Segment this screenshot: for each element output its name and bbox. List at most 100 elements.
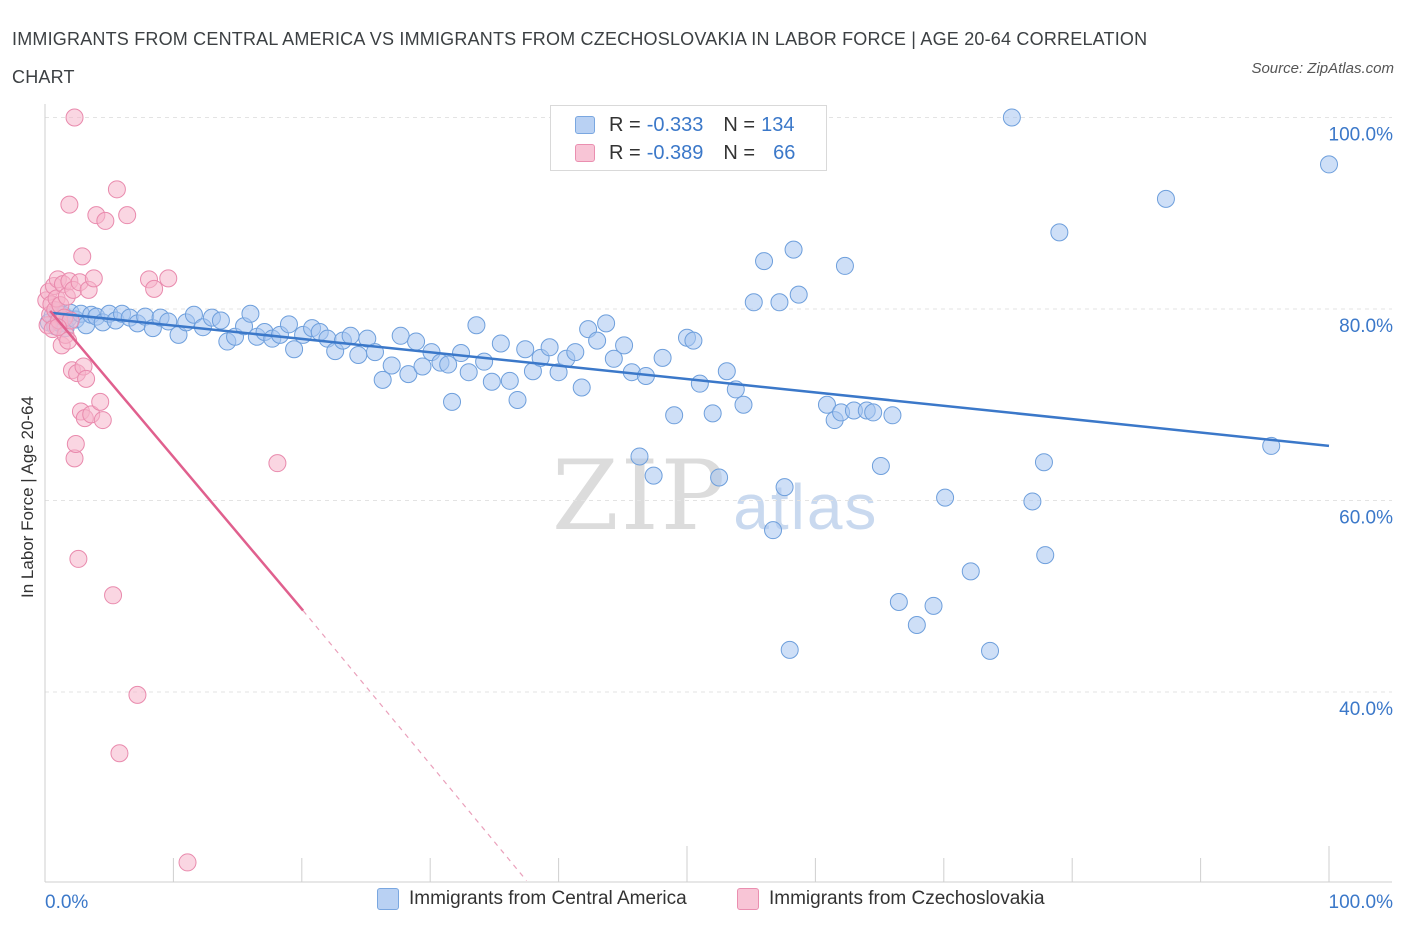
data-point-czechoslovakia [178,853,197,872]
data-point-central-america [734,395,753,414]
data-point-central-america [572,378,591,397]
trendline-czechoslovakia [49,310,305,612]
data-point-central-america [508,390,527,409]
chart-title: IMMIGRANTS FROM CENTRAL AMERICA VS IMMIG… [12,29,1148,87]
bottom-legend-swatch-pink [737,888,759,910]
data-point-central-america [864,403,883,422]
bottom-legend-label-pink: Immigrants from Czechoslovakia [769,888,1045,909]
data-point-central-america [604,349,623,368]
legend-swatch-pink [575,144,595,162]
data-point-czechoslovakia [84,269,103,288]
legend-r-value-pink: -0.389 [646,141,704,164]
data-point-czechoslovakia [118,206,137,225]
data-point-central-america [764,521,783,540]
data-point-central-america [407,332,426,351]
trendline-central-america [51,311,1330,448]
data-point-central-america [883,406,902,425]
data-point-central-america [482,372,501,391]
data-point-central-america [817,395,836,414]
data-point-central-america [784,240,803,259]
legend-row-pink: R = -0.389 N = 66 [575,140,795,166]
data-point-central-america [1036,546,1055,565]
y-tick-label: 100.0% [1329,125,1394,146]
data-point-central-america [516,340,535,359]
data-point-czechoslovakia [60,195,79,214]
data-point-central-america [690,374,709,393]
data-point-czechoslovakia [77,369,96,388]
data-point-central-america [467,316,486,335]
data-point-central-america [684,331,703,350]
data-point-central-america [770,293,789,312]
data-point-central-america [936,488,955,507]
data-point-central-america [653,348,672,367]
data-point-czechoslovakia [91,392,110,411]
legend-n-label-pink: N = [723,141,756,164]
legend-r-value-blue: -0.333 [646,113,704,136]
data-point-central-america [382,356,401,375]
data-point-central-america [566,343,585,362]
source-label: Source: ZipAtlas.com [1251,60,1394,77]
data-point-central-america [644,466,663,485]
data-point-central-america [358,329,377,348]
data-point-czechoslovakia [73,247,92,266]
data-point-central-america [211,311,230,330]
data-point-central-america [1034,453,1053,472]
data-point-czechoslovakia [268,454,287,473]
data-point-central-america [630,447,649,466]
x-tick-label: 0.0% [45,892,88,913]
data-point-central-america [341,326,360,345]
data-point-czechoslovakia [69,549,88,568]
data-point-central-america [835,256,854,275]
data-point-central-america [475,352,494,371]
legend-n-value-pink: 66 [773,141,796,164]
bottom-legend-swatch-blue [377,888,399,910]
data-point-central-america [789,285,808,304]
y-axis-label: In Labor Force | Age 20-64 [18,396,37,598]
data-point-central-america [443,392,462,411]
data-point-central-america [981,641,1000,660]
data-point-central-america [710,468,729,487]
data-point-central-america [413,357,432,376]
data-point-central-america [597,314,616,333]
data-point-central-america [1023,492,1042,511]
data-point-central-america [907,615,926,634]
watermark-atlas: atlas [733,471,879,543]
data-point-central-america [588,331,607,350]
correlation-legend: R = -0.333 N = 134 R = -0.389 N = 66 [550,105,827,171]
bottom-legend-blue: Immigrants from Central America [377,888,687,910]
data-point-central-america [744,293,763,312]
data-point-central-america [924,596,943,615]
data-point-central-america [871,457,890,476]
data-point-central-america [755,252,774,271]
bottom-legend-label-blue: Immigrants from Central America [409,888,687,909]
data-point-central-america [500,371,519,390]
data-point-central-america [615,336,634,355]
legend-r-label-blue: R = [609,113,641,136]
data-point-czechoslovakia [96,211,115,230]
data-point-central-america [452,344,471,363]
data-point-central-america [491,334,510,353]
legend-n-value-blue: 134 [761,113,795,136]
data-point-central-america [889,592,908,611]
data-point-central-america [780,640,799,659]
data-point-czechoslovakia [128,685,147,704]
data-point-czechoslovakia [110,744,129,763]
data-point-czechoslovakia [145,279,164,298]
data-point-central-america [399,365,418,384]
data-point-central-america [279,315,298,334]
data-point-czechoslovakia [107,180,126,199]
legend-row-blue: R = -0.333 N = 134 [575,112,794,138]
data-point-central-america [1050,223,1069,242]
data-point-central-america [439,355,458,374]
data-point-czechoslovakia [65,108,84,127]
data-point-central-america [703,404,722,423]
data-point-central-america [241,304,260,323]
data-point-central-america [775,478,794,497]
data-point-central-america [1156,189,1175,208]
data-point-czechoslovakia [159,269,178,288]
data-point-czechoslovakia [104,586,123,605]
legend-swatch-blue [575,116,595,134]
legend-r-label-pink: R = [609,141,641,164]
data-point-central-america [665,406,684,425]
y-tick-label: 60.0% [1339,508,1393,529]
